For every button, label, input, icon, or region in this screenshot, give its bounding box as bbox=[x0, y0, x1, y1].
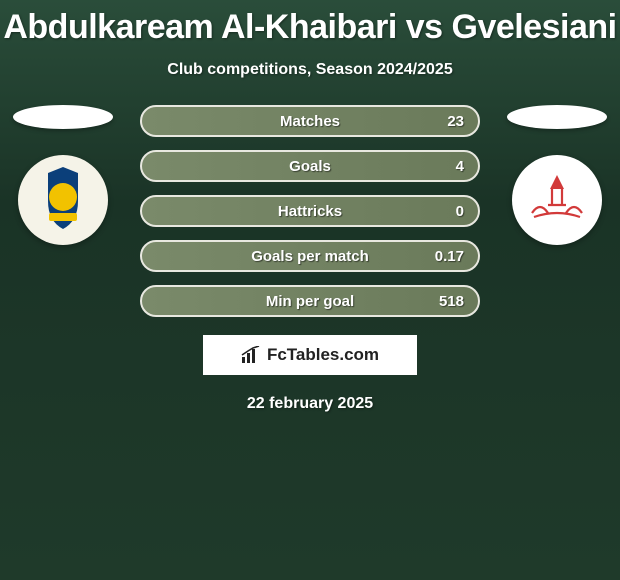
brand-chart-icon bbox=[241, 346, 261, 364]
page-subtitle: Club competitions, Season 2024/2025 bbox=[0, 61, 620, 79]
stat-value: 0.17 bbox=[435, 248, 464, 265]
left-column bbox=[8, 105, 118, 245]
stat-value: 4 bbox=[456, 158, 464, 175]
stat-row: Goals per match 0.17 bbox=[140, 240, 480, 272]
al-nassr-crest bbox=[18, 155, 108, 245]
al-nassr-crest-svg bbox=[18, 155, 108, 245]
brand-name: FcTables.com bbox=[267, 345, 379, 365]
comparison-area: Matches 23 Goals 4 Hattricks 0 Goals per match… bbox=[0, 105, 620, 413]
stat-row: Matches 23 bbox=[140, 105, 480, 137]
right-column bbox=[502, 105, 612, 245]
stats-column: Matches 23 Goals 4 Hattricks 0 Goals per match… bbox=[140, 105, 480, 317]
right-crest-svg bbox=[512, 155, 602, 245]
stat-row: Hattricks 0 bbox=[140, 195, 480, 227]
right-crest bbox=[512, 155, 602, 245]
stat-row: Min per goal 518 bbox=[140, 285, 480, 317]
brand-box[interactable]: FcTables.com bbox=[203, 335, 417, 375]
stat-label: Matches bbox=[280, 113, 340, 130]
stat-row: Goals 4 bbox=[140, 150, 480, 182]
date-line: 22 february 2025 bbox=[0, 395, 620, 413]
stat-value: 0 bbox=[456, 203, 464, 220]
left-flag bbox=[13, 105, 113, 129]
stat-label: Goals bbox=[289, 158, 331, 175]
stat-value: 518 bbox=[439, 293, 464, 310]
right-flag bbox=[507, 105, 607, 129]
stat-value: 23 bbox=[447, 113, 464, 130]
stat-label: Min per goal bbox=[266, 293, 354, 310]
stat-label: Hattricks bbox=[278, 203, 342, 220]
stat-label: Goals per match bbox=[251, 248, 369, 265]
page-title: Abdulkaream Al-Khaibari vs Gvelesiani bbox=[0, 0, 620, 47]
